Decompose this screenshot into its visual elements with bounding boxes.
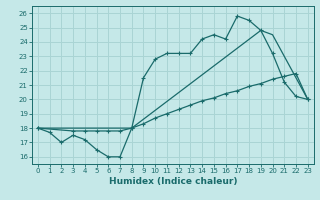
X-axis label: Humidex (Indice chaleur): Humidex (Indice chaleur) <box>108 177 237 186</box>
